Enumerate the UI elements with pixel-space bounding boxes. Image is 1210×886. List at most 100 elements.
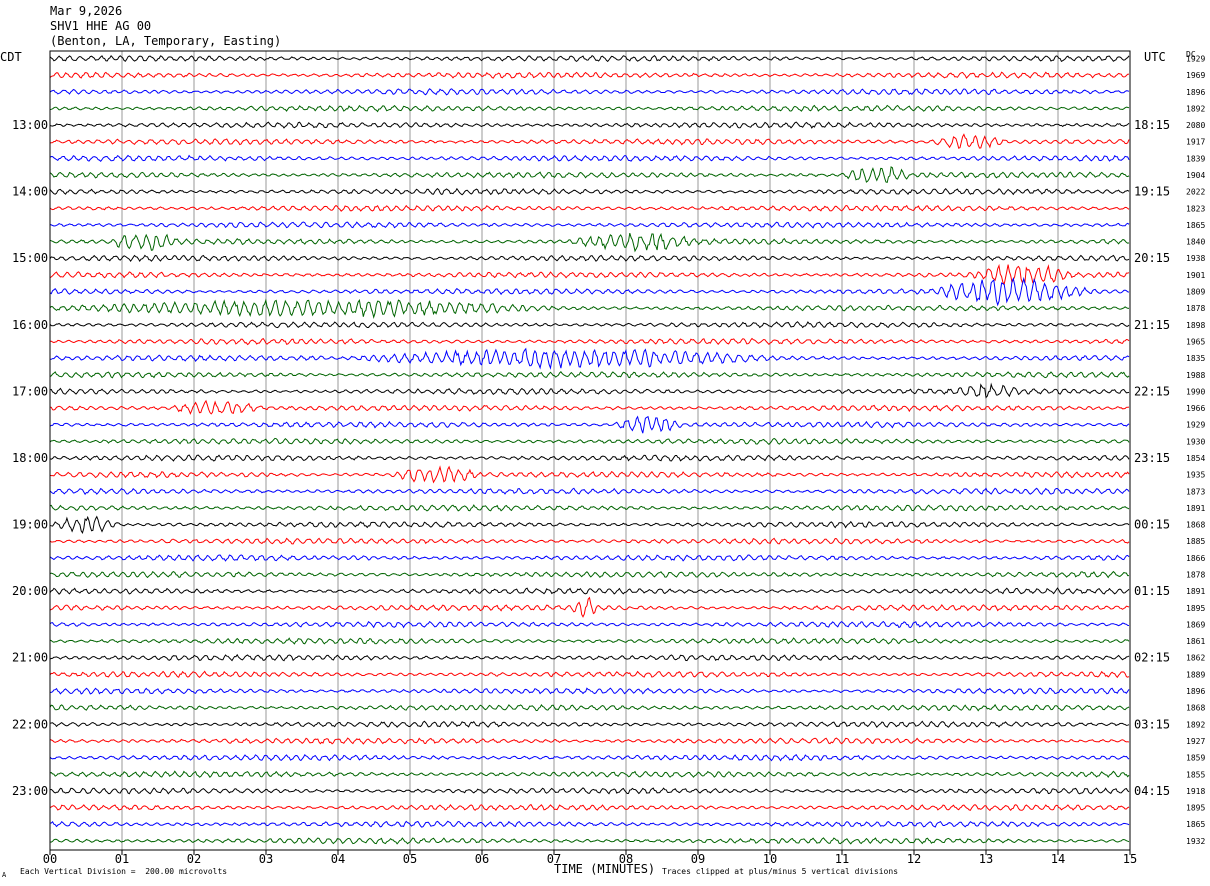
seismic-trace — [49, 587, 1130, 595]
right-timezone-label: UTC — [1144, 50, 1166, 64]
dc-offset-label: 1932 — [1186, 837, 1205, 846]
seismic-trace — [49, 371, 1130, 379]
seismic-trace — [49, 820, 1130, 828]
left-hour-label: 22:00 — [12, 717, 48, 731]
seismic-trace — [49, 154, 1130, 163]
x-tick-label: 00 — [43, 852, 57, 866]
dc-offset-label: 1889 — [1186, 670, 1205, 679]
x-tick-label: 12 — [907, 852, 921, 866]
dc-offset-label: 1839 — [1186, 154, 1205, 163]
seismic-trace — [49, 298, 1130, 320]
seismic-trace — [49, 570, 1129, 579]
header-station: SHV1 HHE AG 00 — [50, 19, 152, 33]
dc-offset-label: 1891 — [1186, 587, 1205, 596]
dc-offset-label: 1917 — [1186, 138, 1205, 147]
left-hour-label: 19:00 — [12, 518, 48, 532]
left-hour-label: 23:00 — [12, 784, 48, 798]
header-date: Mar 9,2026 — [50, 4, 123, 18]
dc-offset-label: 1896 — [1186, 88, 1205, 97]
dc-offset-label: 1896 — [1186, 687, 1205, 696]
left-hour-label: 16:00 — [12, 318, 48, 332]
dc-offset-label: 1891 — [1186, 504, 1205, 513]
dc-offset-label: 1854 — [1186, 454, 1205, 463]
dc-offset-label: 1988 — [1186, 371, 1205, 380]
seismic-trace — [49, 515, 1130, 534]
x-tick-label: 09 — [691, 852, 705, 866]
right-hour-label: 02:15 — [1134, 651, 1170, 665]
clip-note: Traces clipped at plus/minus 5 vertical … — [662, 867, 899, 876]
x-axis-title: TIME (MINUTES) — [554, 862, 656, 876]
seismic-trace — [49, 653, 1130, 662]
x-tick-label: 10 — [763, 852, 777, 866]
seismic-trace — [49, 596, 1130, 618]
dc-offset-label: 1885 — [1186, 537, 1205, 546]
right-hour-label: 21:15 — [1134, 318, 1170, 332]
dc-offset-label: 1927 — [1186, 737, 1205, 746]
seismic-trace — [49, 121, 1130, 129]
seismic-traces — [49, 54, 1130, 845]
left-hour-label: 15:00 — [12, 251, 48, 265]
dc-offset-label: 1929 — [1186, 421, 1205, 430]
seismic-trace — [49, 88, 1130, 96]
x-tick-label: 03 — [259, 852, 273, 866]
dc-offset-label: 1878 — [1186, 571, 1205, 580]
dc-offset-label: 1904 — [1186, 171, 1205, 180]
seismic-trace — [49, 337, 1130, 346]
seismic-trace — [49, 637, 1130, 645]
dc-offset-label: 1969 — [1186, 71, 1205, 80]
dc-offset-label: 1809 — [1186, 288, 1205, 297]
dc-offset-label: 1873 — [1186, 487, 1205, 496]
dc-offset-label: 1835 — [1186, 354, 1205, 363]
minute-gridlines — [121, 51, 1059, 850]
dc-offset-label: 1869 — [1186, 620, 1205, 629]
seismic-trace — [49, 770, 1130, 779]
seismic-trace — [49, 753, 1130, 762]
seismic-trace — [49, 254, 1130, 263]
dc-offset-label: 1840 — [1186, 238, 1205, 247]
x-tick-label: 01 — [115, 852, 129, 866]
seismic-trace — [49, 437, 1130, 445]
dc-offset-label: 1868 — [1186, 521, 1205, 530]
right-hour-label: 23:15 — [1134, 451, 1170, 465]
dc-offset-label: 2022 — [1186, 188, 1205, 197]
seismic-trace — [49, 347, 1130, 370]
dc-offset-label: 1892 — [1186, 104, 1205, 113]
right-hour-label: 22:15 — [1134, 384, 1170, 398]
right-hour-label: 20:15 — [1134, 251, 1170, 265]
header-location: (Benton, LA, Temporary, Easting) — [50, 34, 282, 48]
left-hour-label: 21:00 — [12, 651, 48, 665]
seismic-trace — [49, 71, 1130, 79]
right-hour-label: 19:15 — [1134, 185, 1170, 199]
dc-offset-label: 1990 — [1186, 387, 1205, 396]
seismic-trace — [49, 166, 1130, 184]
dc-offset-label: 1918 — [1186, 787, 1205, 796]
left-hour-label: 20:00 — [12, 584, 48, 598]
dc-offset-label: 2080 — [1186, 121, 1205, 130]
seismic-trace — [49, 620, 1130, 629]
seismic-trace — [49, 104, 1130, 113]
x-tick-label: 04 — [331, 852, 345, 866]
dc-offset-label: 1898 — [1186, 321, 1205, 330]
dc-offset-label: 1865 — [1186, 221, 1205, 230]
left-hour-label: 13:00 — [12, 118, 48, 132]
dc-offset-label: 1823 — [1186, 204, 1205, 213]
x-tick-label: 14 — [1051, 852, 1065, 866]
seismic-trace — [49, 554, 1130, 562]
seismic-trace — [49, 382, 1130, 399]
seismic-trace — [50, 687, 1130, 695]
plot-frame — [49, 50, 1131, 851]
right-hour-label: 00:15 — [1134, 518, 1170, 532]
seismic-trace — [49, 787, 1130, 795]
seismic-trace — [49, 321, 1130, 329]
dc-offset-label: 1895 — [1186, 804, 1205, 813]
right-hour-label: 18:15 — [1134, 118, 1170, 132]
seismic-trace — [49, 133, 1130, 149]
seismic-trace — [49, 187, 1130, 196]
corner-mark: A — [2, 871, 7, 879]
seismic-trace — [49, 399, 1130, 415]
dc-offset-label: 1855 — [1186, 770, 1205, 779]
scale-note: Each Vertical Division = 200.00 microvol… — [20, 867, 228, 876]
seismic-trace — [49, 670, 1130, 679]
dc-offset-label: 1865 — [1186, 820, 1205, 829]
